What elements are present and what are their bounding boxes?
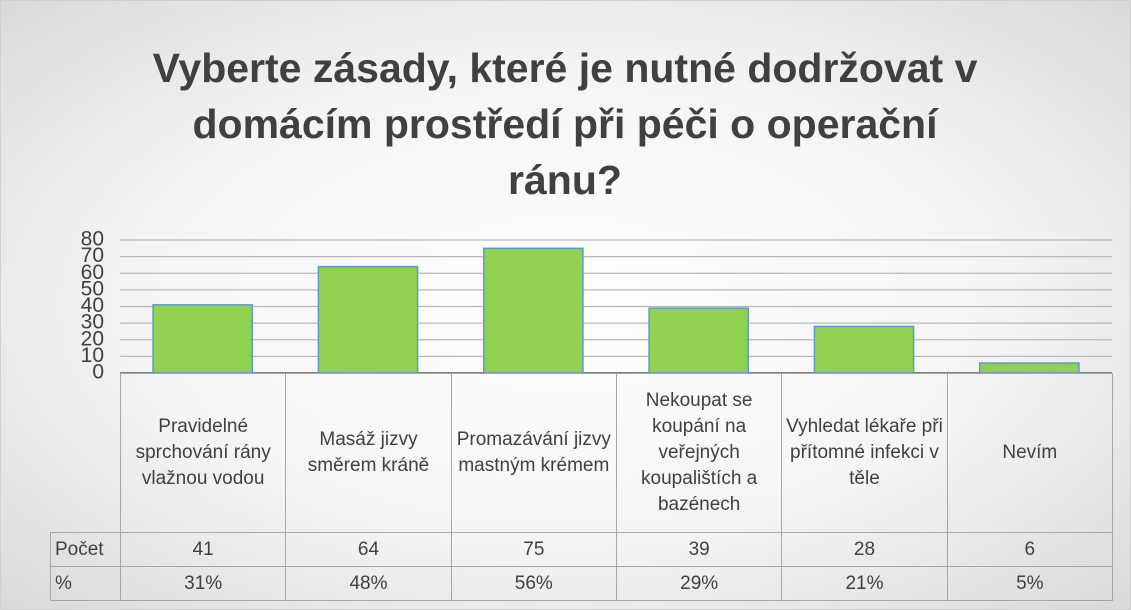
data-label: 41 [119,532,287,567]
y-tick-label: 80 [81,228,104,251]
bar [648,307,750,374]
x-tick-label: Nekoupat se koupání na veřejných koupali… [615,373,783,533]
bar [317,265,419,374]
data-label: 48% [285,566,452,601]
data-label: 64 [285,532,452,567]
category-row: Pravidelné sprchování rány vlažnou vodou… [50,373,1113,533]
x-tick-label: Masáž jizvy směrem kráně [285,373,452,533]
y-tick-label: 30 [81,311,104,334]
y-tick-label: 0 [92,361,104,384]
series-row: % 31% 48% 56% 29% 21% 5% [50,566,1113,601]
y-tick-label: 50 [81,277,104,300]
data-label: 6 [946,532,1113,567]
data-label: 75 [450,532,617,567]
chart-title: Vyberte zásady, které je nutné dodržovat… [152,45,978,203]
bar [813,325,915,374]
data-table: Pravidelné sprchování rány vlažnou vodou… [50,373,1113,601]
data-label: 5% [946,566,1113,601]
data-label: 56% [450,566,617,601]
blank-cell [50,373,121,533]
data-label: 39 [615,532,783,567]
x-tick-label: Nevím [946,373,1113,533]
legend-entry: % [50,566,121,601]
data-label: 21% [781,566,948,601]
y-tick-label: 70 [81,244,104,267]
x-tick-label: Vyhledat lékaře při přítomné infekci v t… [781,373,948,533]
bar [978,362,1080,374]
y-tick-label: 20 [81,327,104,350]
legend-entry: Počet [50,532,121,567]
y-tick-label: 10 [81,344,104,367]
y-tick-label: 60 [81,261,104,284]
bar [482,247,584,374]
x-tick-label: Promazávání jizvy mastným krémem [450,373,617,533]
series-row: Počet 41 64 75 39 28 6 [50,532,1113,567]
y-tick-label: 40 [81,294,104,317]
data-label: 28 [781,532,948,567]
x-tick-label: Pravidelné sprchování rány vlažnou vodou [119,373,287,533]
bar [152,304,254,374]
data-label: 31% [119,566,287,601]
data-label: 29% [615,566,783,601]
